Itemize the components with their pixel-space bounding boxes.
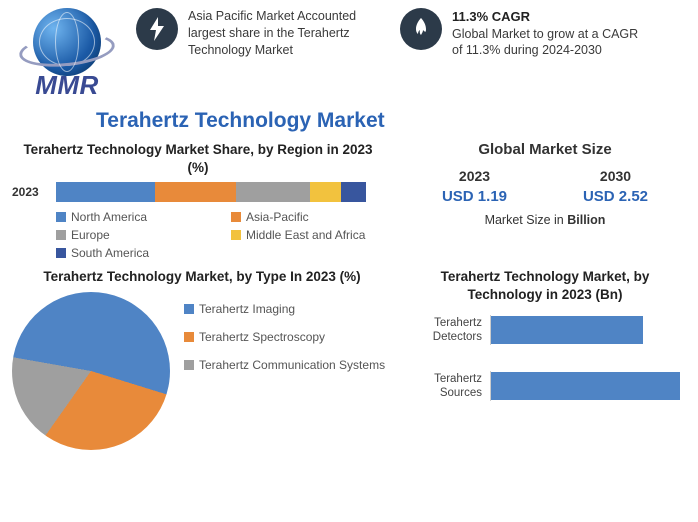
legend-label: Terahertz Spectroscopy: [199, 330, 325, 344]
tech-chart-section: Terahertz Technology Market, by Technolo…: [404, 268, 686, 450]
swatch-icon: [56, 248, 66, 258]
region-seg-asia-pacific: [155, 182, 236, 202]
tech-title: Terahertz Technology Market, by Technolo…: [404, 268, 686, 303]
tech-bar: [491, 316, 643, 344]
tech-chart: Terahertz Detectors Terahertz Sources: [404, 309, 686, 401]
swatch-icon: [56, 212, 66, 222]
gms-years-row: 2023 2030: [404, 168, 686, 184]
region-seg-south-america: [341, 182, 366, 202]
globe-ring-icon: [18, 29, 117, 71]
region-seg-north-america: [56, 182, 155, 202]
swatch-icon: [184, 332, 194, 342]
region-legend-item: Europe: [56, 228, 209, 242]
gms-values-row: USD 1.19 USD 2.52: [404, 188, 686, 205]
bolt-icon: [136, 8, 178, 50]
swatch-icon: [56, 230, 66, 240]
region-chart: Terahertz Technology Market Share, by Re…: [12, 141, 392, 260]
pie-legend-item: Terahertz Imaging: [184, 302, 385, 316]
region-chart-title: Terahertz Technology Market Share, by Re…: [12, 141, 384, 176]
pie-legend-item: Terahertz Communication Systems: [184, 358, 385, 372]
stat-cagr-textwrap: 11.3% CAGR Global Market to grow at a CA…: [452, 8, 650, 59]
pie-chart: [12, 292, 170, 450]
legend-label: Terahertz Imaging: [199, 302, 295, 316]
gms-val-0: USD 1.19: [442, 188, 507, 205]
legend-label: Middle East and Africa: [246, 228, 365, 242]
gms-year-1: 2030: [600, 168, 631, 184]
region-legend: North America Asia-Pacific Europe Middle Ea…: [56, 210, 384, 260]
region-stacked-bar: [56, 182, 366, 202]
header: MMR Asia Pacific Market Accounted larges…: [0, 0, 698, 105]
tech-bar-row: Terahertz Detectors: [408, 315, 686, 345]
logo: MMR: [12, 8, 122, 101]
gms-val-1: USD 2.52: [583, 188, 648, 205]
stat-cagr: 11.3% CAGR Global Market to grow at a CA…: [400, 8, 650, 59]
tech-bar-label: Terahertz Detectors: [408, 316, 482, 345]
pie-title: Terahertz Technology Market, by Type In …: [12, 268, 392, 286]
tech-bar: [491, 372, 680, 400]
region-legend-item: North America: [56, 210, 209, 224]
pie-chart-section: Terahertz Technology Market, by Type In …: [12, 268, 392, 450]
region-legend-item: Asia-Pacific: [231, 210, 384, 224]
legend-label: Asia-Pacific: [246, 210, 309, 224]
gms-year-0: 2023: [459, 168, 490, 184]
pie-legend-item: Terahertz Spectroscopy: [184, 330, 385, 344]
legend-label: North America: [71, 210, 147, 224]
tech-track: [490, 315, 686, 345]
region-legend-item: South America: [56, 246, 209, 260]
stat-asia-pacific: Asia Pacific Market Accounted largest sh…: [136, 8, 386, 59]
globe-icon: [33, 8, 101, 76]
legend-label: Europe: [71, 228, 110, 242]
global-market-size: Global Market Size 2023 2030 USD 1.19 US…: [404, 141, 686, 260]
gms-sub-bold: Billion: [567, 213, 605, 227]
swatch-icon: [184, 360, 194, 370]
gms-title: Global Market Size: [404, 141, 686, 158]
gms-subtext: Market Size in Billion: [404, 213, 686, 227]
stat-cagr-title: 11.3% CAGR: [452, 8, 650, 26]
legend-label: South America: [71, 246, 149, 260]
region-year-label: 2023: [12, 185, 46, 199]
tech-bar-row: Terahertz Sources: [408, 371, 686, 401]
region-seg-europe: [236, 182, 310, 202]
stat-cagr-text: Global Market to grow at a CAGR of 11.3%…: [452, 26, 650, 60]
region-seg-middle-east-and-africa: [310, 182, 341, 202]
pie-legend: Terahertz Imaging Terahertz Spectroscopy T…: [184, 302, 385, 372]
page-title: Terahertz Technology Market: [0, 105, 698, 141]
region-legend-item: Middle East and Africa: [231, 228, 384, 242]
swatch-icon: [231, 230, 241, 240]
swatch-icon: [231, 212, 241, 222]
swatch-icon: [184, 304, 194, 314]
gms-sub-prefix: Market Size in: [485, 213, 568, 227]
flame-icon: [400, 8, 442, 50]
stat-asia-pacific-text: Asia Pacific Market Accounted largest sh…: [188, 8, 386, 59]
tech-bar-label: Terahertz Sources: [408, 372, 482, 401]
tech-track: [490, 371, 686, 401]
region-bar-row: 2023: [12, 182, 384, 202]
legend-label: Terahertz Communication Systems: [199, 358, 385, 372]
